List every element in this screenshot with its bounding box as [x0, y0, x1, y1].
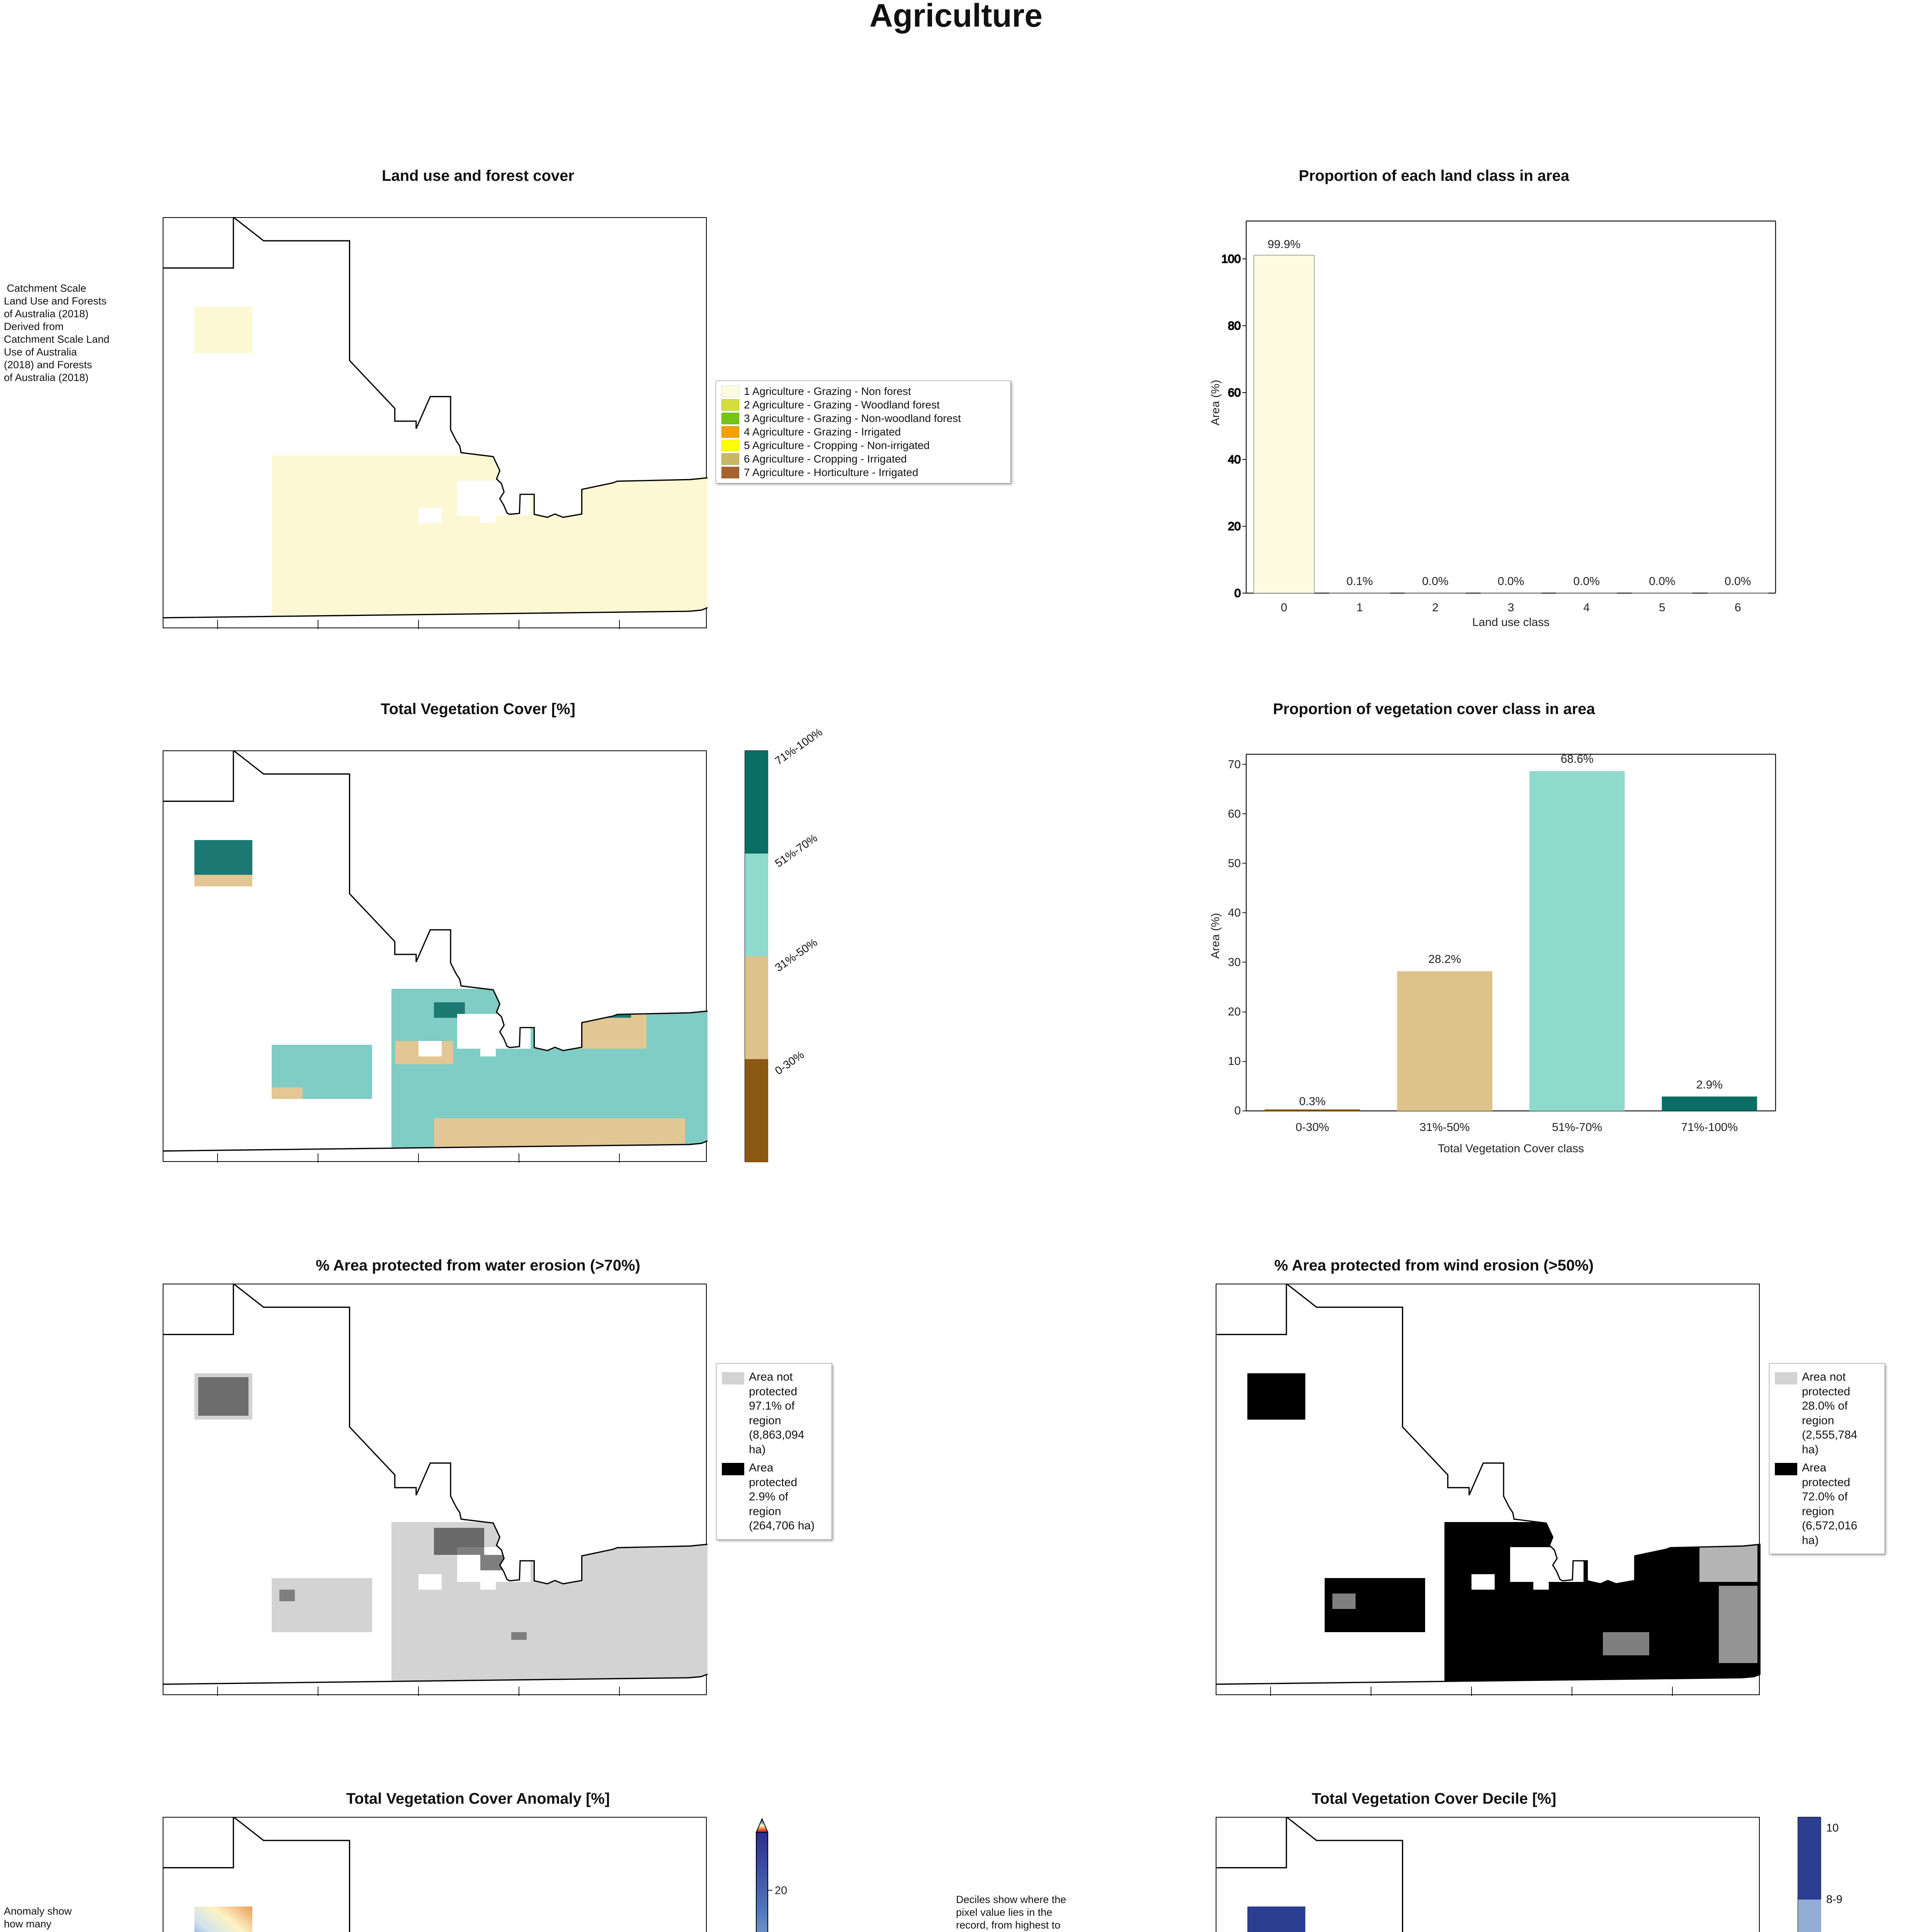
svg-text:Land use class: Land use class: [1472, 616, 1550, 628]
svg-text:60: 60: [1228, 386, 1241, 399]
svg-text:6: 6: [1735, 601, 1741, 614]
svg-text:80: 80: [1228, 320, 1241, 332]
svg-text:5: 5: [1659, 601, 1665, 614]
svg-text:0.3%: 0.3%: [1299, 1095, 1325, 1108]
svg-text:Area (%): Area (%): [1209, 913, 1222, 959]
svg-text:0.0%: 0.0%: [1498, 575, 1524, 588]
svg-text:0.0%: 0.0%: [1649, 575, 1675, 588]
svg-text:71%-100%: 71%-100%: [1681, 1121, 1738, 1134]
svg-text:40: 40: [1228, 453, 1241, 466]
svg-text:50: 50: [1228, 857, 1241, 870]
svg-text:20: 20: [1228, 1005, 1241, 1018]
svg-text:0: 0: [1281, 601, 1288, 614]
svg-text:0-30%: 0-30%: [1296, 1121, 1329, 1134]
svg-text:60: 60: [1228, 808, 1241, 820]
svg-text:20: 20: [1228, 520, 1241, 533]
svg-text:0: 0: [1234, 587, 1241, 600]
svg-text:51%-70%: 51%-70%: [1552, 1121, 1602, 1134]
svg-text:0.0%: 0.0%: [1725, 575, 1751, 588]
svg-text:100: 100: [1221, 253, 1241, 265]
svg-text:70: 70: [1228, 758, 1241, 771]
svg-text:Area (%): Area (%): [1209, 380, 1222, 425]
svg-text:28.2%: 28.2%: [1428, 953, 1461, 966]
svg-text:10: 10: [1228, 1055, 1241, 1068]
svg-text:31%-50%: 31%-50%: [1420, 1121, 1470, 1134]
svg-text:2: 2: [1432, 601, 1439, 614]
svg-text:1: 1: [1356, 601, 1363, 614]
svg-text:0.0%: 0.0%: [1422, 575, 1448, 588]
svg-text:0.0%: 0.0%: [1573, 575, 1600, 588]
svg-text:68.6%: 68.6%: [1561, 753, 1594, 765]
svg-text:20: 20: [775, 1884, 787, 1897]
svg-text:40: 40: [1228, 906, 1241, 919]
svg-text:99.9%: 99.9%: [1267, 238, 1300, 251]
svg-text:0.1%: 0.1%: [1346, 575, 1373, 588]
svg-text:Total Vegetation Cover class: Total Vegetation Cover class: [1438, 1142, 1584, 1155]
svg-text:30: 30: [1228, 956, 1241, 969]
svg-text:4: 4: [1583, 601, 1590, 614]
svg-text:2.9%: 2.9%: [1696, 1078, 1723, 1091]
svg-text:0: 0: [1234, 1104, 1241, 1117]
svg-text:3: 3: [1508, 601, 1514, 614]
